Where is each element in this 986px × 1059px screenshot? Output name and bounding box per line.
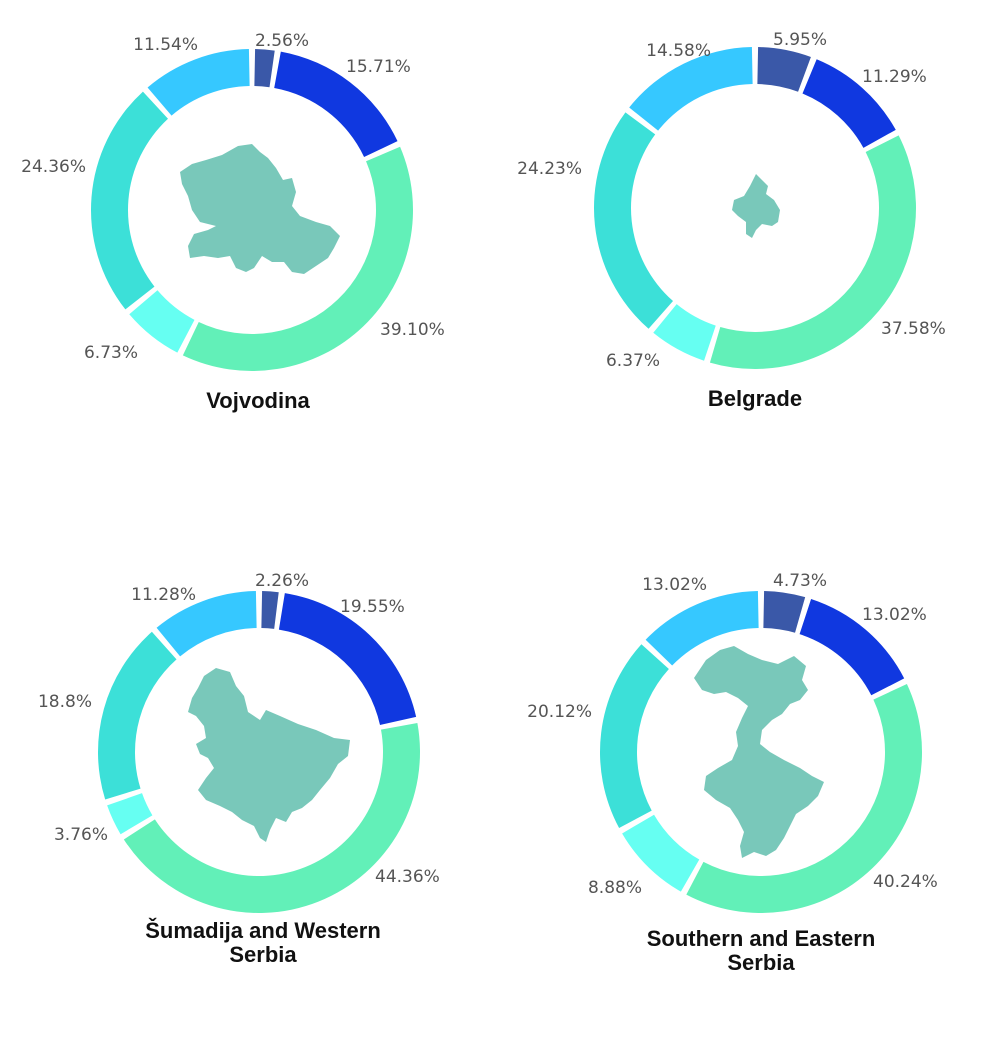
segment-green bbox=[686, 683, 923, 913]
pct-label: 11.28% bbox=[131, 585, 196, 605]
pct-label: 15.71% bbox=[346, 57, 411, 77]
segment-turquoise bbox=[97, 631, 177, 800]
pct-label: 5.95% bbox=[773, 30, 827, 50]
donut-panel-southern-eastern-serbia: Southern and Eastern Serbia 4.73% 13.02%… bbox=[527, 571, 938, 975]
pct-label: 6.37% bbox=[606, 351, 660, 371]
segment-aqua bbox=[107, 793, 153, 835]
donut-ring bbox=[97, 591, 421, 914]
pct-label: 44.36% bbox=[375, 867, 440, 887]
chart-title-line: Šumadija and Western bbox=[145, 918, 381, 943]
pct-label: 2.56% bbox=[255, 31, 309, 51]
segment-sky bbox=[645, 591, 759, 666]
pct-label: 13.02% bbox=[642, 575, 707, 595]
chart-title-line: Serbia bbox=[229, 942, 297, 967]
chart-title: Southern and Eastern Serbia bbox=[647, 926, 876, 975]
segment-sky bbox=[147, 49, 250, 116]
donut-panel-vojvodina: Vojvodina 2.56% 15.71% 39.10% 6.73% 24.3… bbox=[21, 31, 445, 413]
pct-label: 20.12% bbox=[527, 702, 592, 722]
pct-label: 11.29% bbox=[862, 67, 927, 87]
pct-label: 19.55% bbox=[340, 597, 405, 617]
pct-labels: 4.73% 13.02% 40.24% 8.88% 20.12% 13.02% bbox=[527, 571, 938, 898]
segment-aqua bbox=[129, 290, 195, 353]
donut-ring bbox=[593, 47, 917, 370]
pct-label: 2.26% bbox=[255, 571, 309, 591]
donut-ring bbox=[90, 49, 414, 372]
segment-dark-blue bbox=[757, 47, 811, 92]
sumadija-western-serbia-map-shape bbox=[188, 668, 350, 842]
belgrade-map-shape bbox=[732, 174, 780, 238]
segment-turquoise bbox=[600, 644, 669, 829]
pct-label: 24.23% bbox=[517, 159, 582, 179]
chart-title: Šumadija and Western Serbia bbox=[145, 918, 381, 967]
pct-label: 11.54% bbox=[133, 35, 198, 55]
chart-title-line: Southern and Eastern bbox=[647, 926, 876, 951]
segment-blue bbox=[799, 598, 905, 696]
donut-ring bbox=[600, 591, 923, 913]
segment-green bbox=[709, 135, 917, 370]
segment-sky bbox=[629, 47, 753, 131]
donut-panel-sumadija-western-serbia: Šumadija and Western Serbia 2.26% 19.55%… bbox=[38, 571, 440, 967]
chart-title: Belgrade bbox=[708, 386, 802, 411]
pct-label: 37.58% bbox=[881, 319, 946, 339]
donut-panel-belgrade: Belgrade 5.95% 11.29% 37.58% 6.37% 24.23… bbox=[517, 30, 946, 411]
pct-labels: 2.56% 15.71% 39.10% 6.73% 24.36% 11.54% bbox=[21, 31, 445, 363]
segment-green bbox=[123, 722, 421, 914]
segment-dark-blue bbox=[261, 591, 279, 629]
pct-label: 4.73% bbox=[773, 571, 827, 591]
pct-labels: 2.26% 19.55% 44.36% 3.76% 18.8% 11.28% bbox=[38, 571, 440, 887]
segment-aqua bbox=[622, 814, 700, 892]
pct-label: 6.73% bbox=[84, 343, 138, 363]
pct-label: 39.10% bbox=[380, 320, 445, 340]
chart-title-line: Serbia bbox=[727, 950, 795, 975]
segment-blue bbox=[802, 59, 896, 148]
segment-turquoise bbox=[90, 91, 168, 310]
segment-green bbox=[182, 146, 414, 372]
pct-labels: 5.95% 11.29% 37.58% 6.37% 24.23% 14.58% bbox=[517, 30, 946, 371]
pct-label: 3.76% bbox=[54, 825, 108, 845]
pct-label: 8.88% bbox=[588, 878, 642, 898]
southern-eastern-serbia-map-shape bbox=[694, 646, 824, 858]
segment-blue bbox=[278, 593, 417, 725]
pct-label: 40.24% bbox=[873, 872, 938, 892]
pct-label: 14.58% bbox=[646, 41, 711, 61]
vojvodina-map-shape bbox=[180, 144, 340, 274]
pct-label: 18.8% bbox=[38, 692, 92, 712]
segment-turquoise bbox=[593, 112, 674, 329]
pct-label: 13.02% bbox=[862, 605, 927, 625]
segment-aqua bbox=[653, 304, 716, 361]
chart-title: Vojvodina bbox=[206, 388, 310, 413]
segment-sky bbox=[156, 591, 257, 657]
segment-dark-blue bbox=[763, 591, 806, 633]
segment-blue bbox=[274, 51, 398, 157]
pct-label: 24.36% bbox=[21, 157, 86, 177]
segment-dark-blue bbox=[254, 49, 275, 88]
